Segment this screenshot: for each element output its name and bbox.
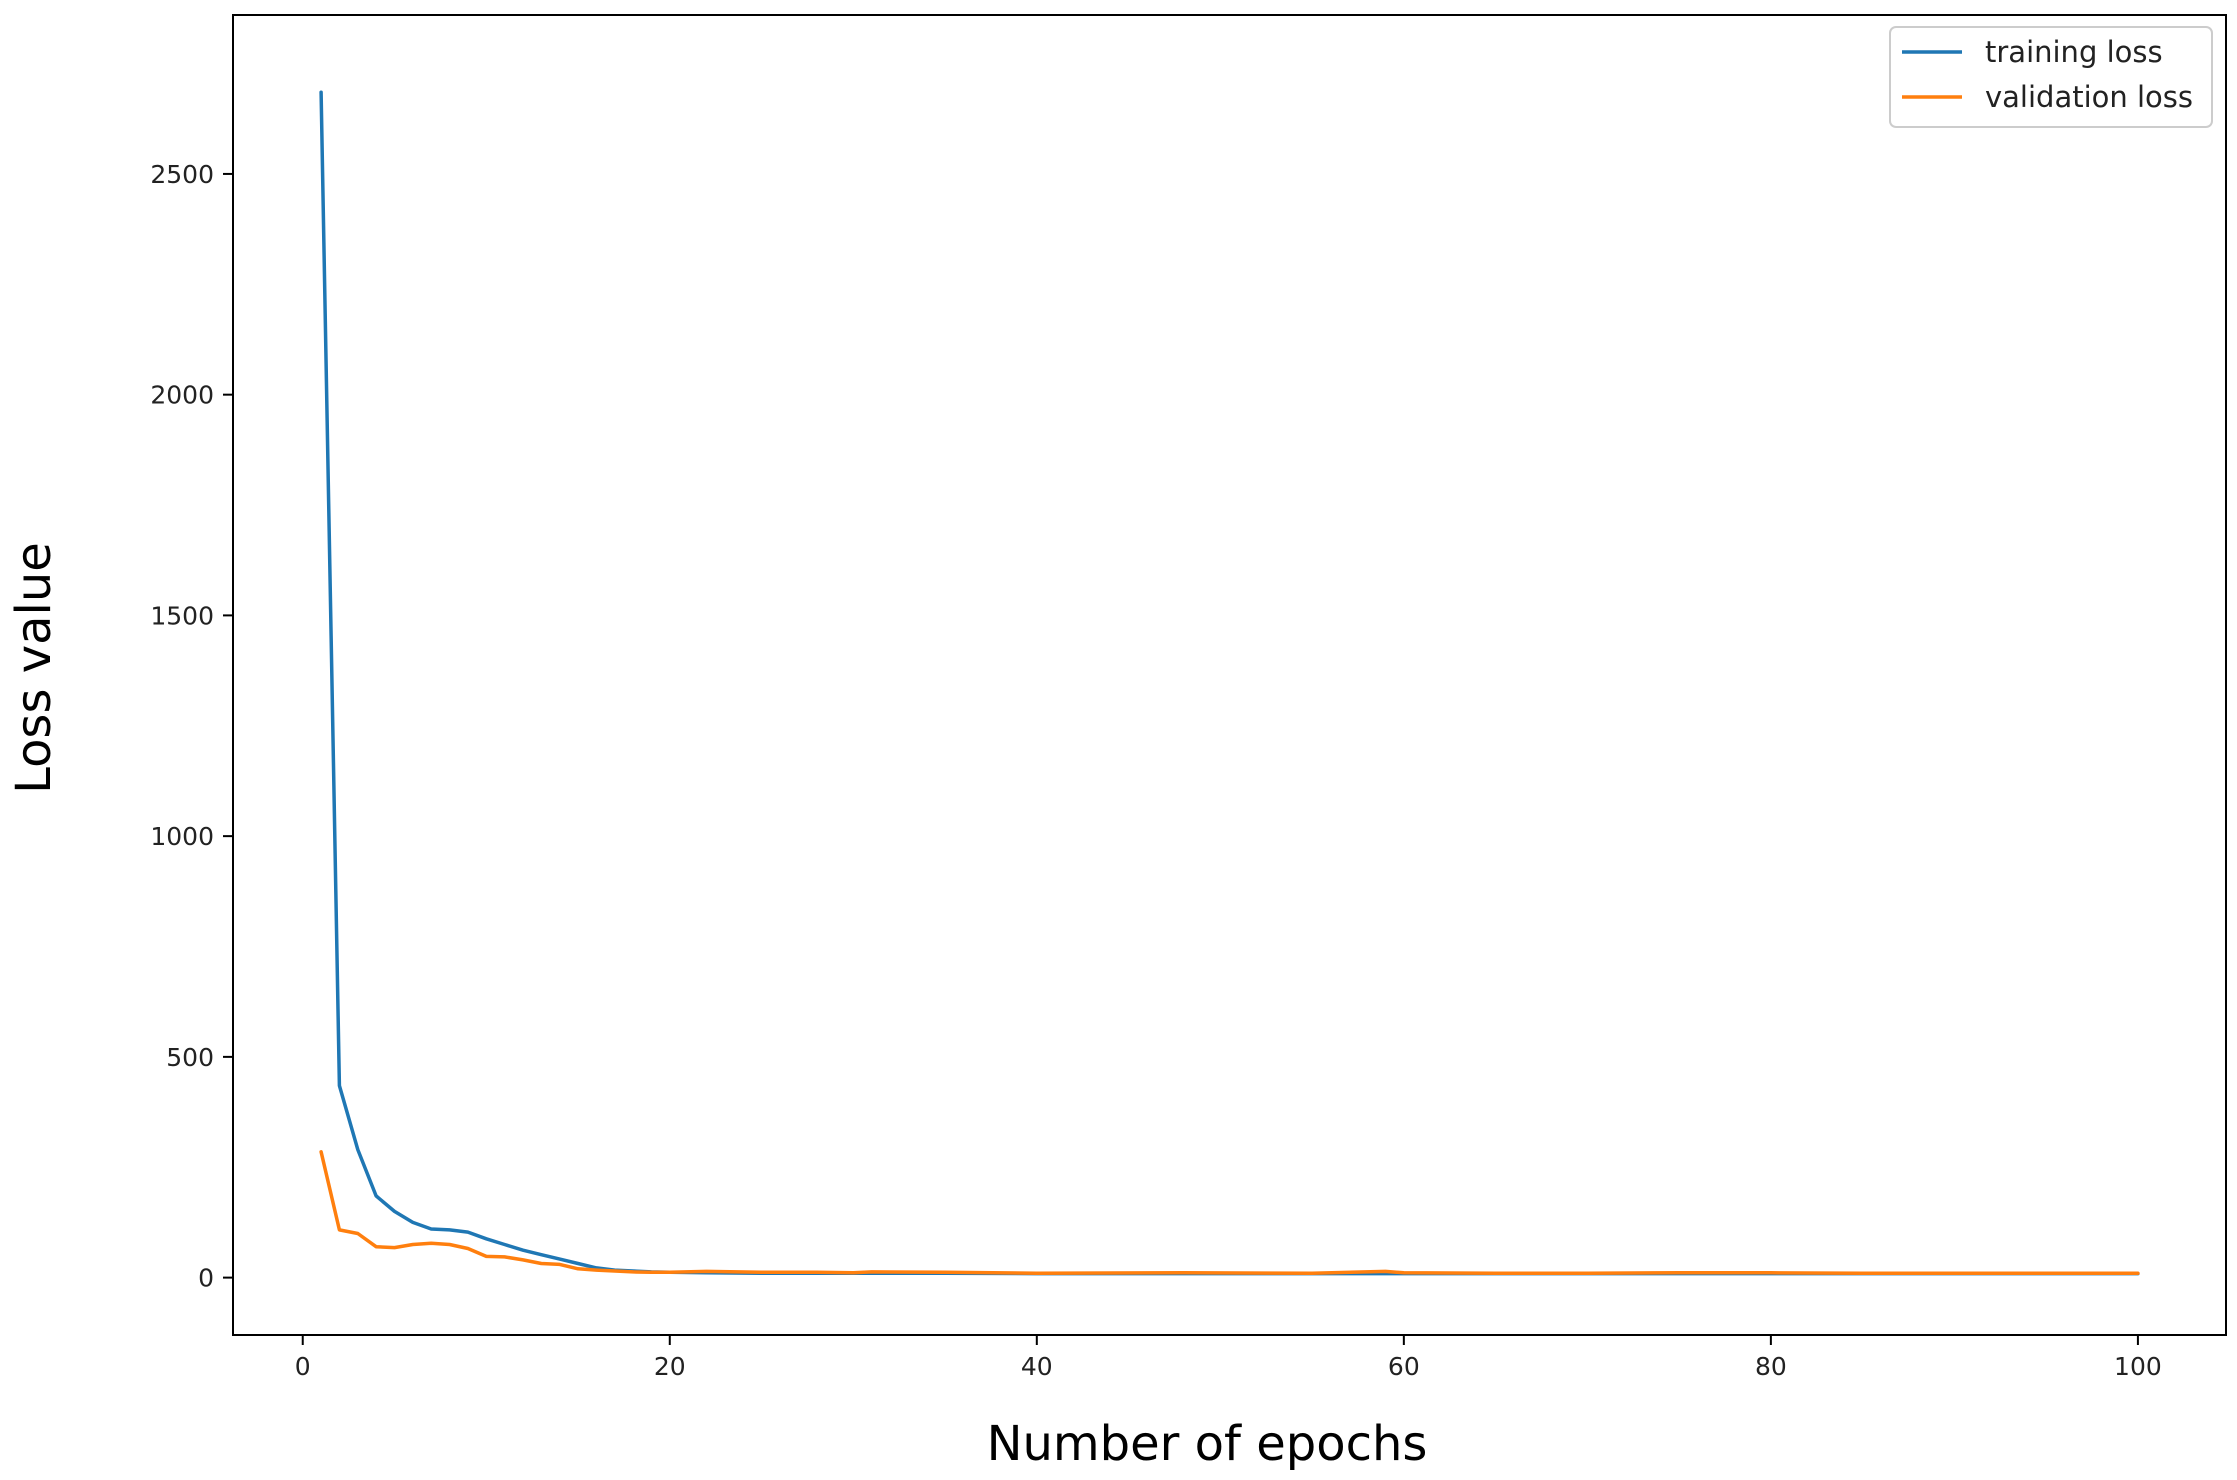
x-tick-label: 40 — [1021, 1352, 1053, 1381]
legend-label-training-loss: training loss — [1985, 35, 2163, 69]
x-tick-label: 20 — [654, 1352, 686, 1381]
legend: training loss validation loss — [1889, 26, 2213, 128]
y-tick-label: 0 — [198, 1264, 214, 1293]
y-tick-label: 1000 — [150, 822, 214, 851]
legend-box — [1889, 26, 2213, 128]
x-tick-label: 0 — [295, 1352, 311, 1381]
y-axis-ticks: 0 500 1000 1500 2000 2500 — [150, 160, 233, 1293]
series-line-validation-loss — [319, 1150, 2140, 1275]
series-line-training-loss — [319, 90, 2140, 1276]
y-tick-label: 500 — [166, 1043, 214, 1072]
plot-area-frame — [232, 14, 2227, 1336]
y-tick-label: 1500 — [150, 601, 214, 630]
y-tick-label: 2500 — [150, 160, 214, 189]
x-tick-label: 60 — [1388, 1352, 1420, 1381]
legend-label-validation-loss: validation loss — [1985, 80, 2193, 114]
x-tick-label: 80 — [1755, 1352, 1787, 1381]
y-tick-label: 2000 — [150, 381, 214, 410]
x-tick-label: 100 — [2114, 1352, 2162, 1381]
x-axis-ticks: 0 20 40 60 80 100 — [295, 1335, 2162, 1381]
y-axis-title: Loss value — [6, 542, 62, 794]
series-layer — [319, 90, 2140, 1276]
x-axis-title: Number of epochs — [987, 1416, 1428, 1472]
